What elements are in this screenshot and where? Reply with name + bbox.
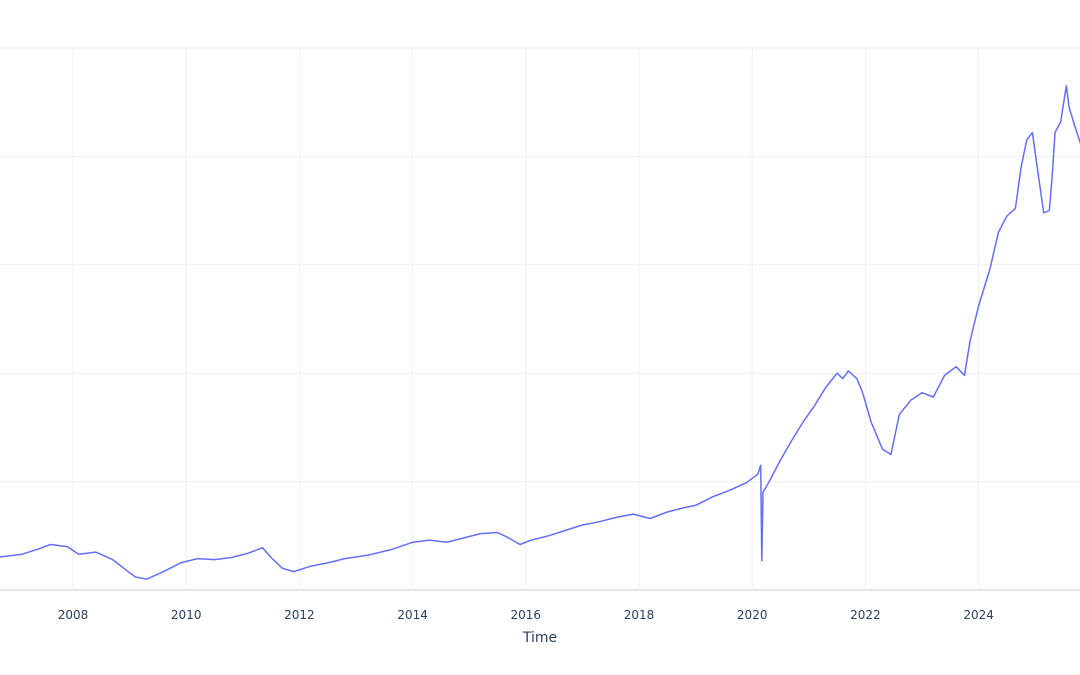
x-tick-label: 2020 <box>737 608 768 622</box>
x-tick-labels: 2008 2010 2012 2014 2016 2018 2020 2022 2024 <box>58 608 994 622</box>
x-tick-label: 2016 <box>511 608 542 622</box>
x-tick-label: 2010 <box>171 608 202 622</box>
series-layer <box>0 85 1080 580</box>
x-tick-label: 2022 <box>850 608 881 622</box>
x-tick-label: 2014 <box>397 608 428 622</box>
x-tick-label: 2012 <box>284 608 315 622</box>
x-tick-label: 2018 <box>624 608 655 622</box>
grid-lines <box>0 47 1080 591</box>
x-axis-title: Time <box>522 630 557 646</box>
x-tick-label: 2008 <box>58 608 89 622</box>
series-line-0 <box>0 85 1080 580</box>
x-tick-label: 2024 <box>963 608 994 622</box>
